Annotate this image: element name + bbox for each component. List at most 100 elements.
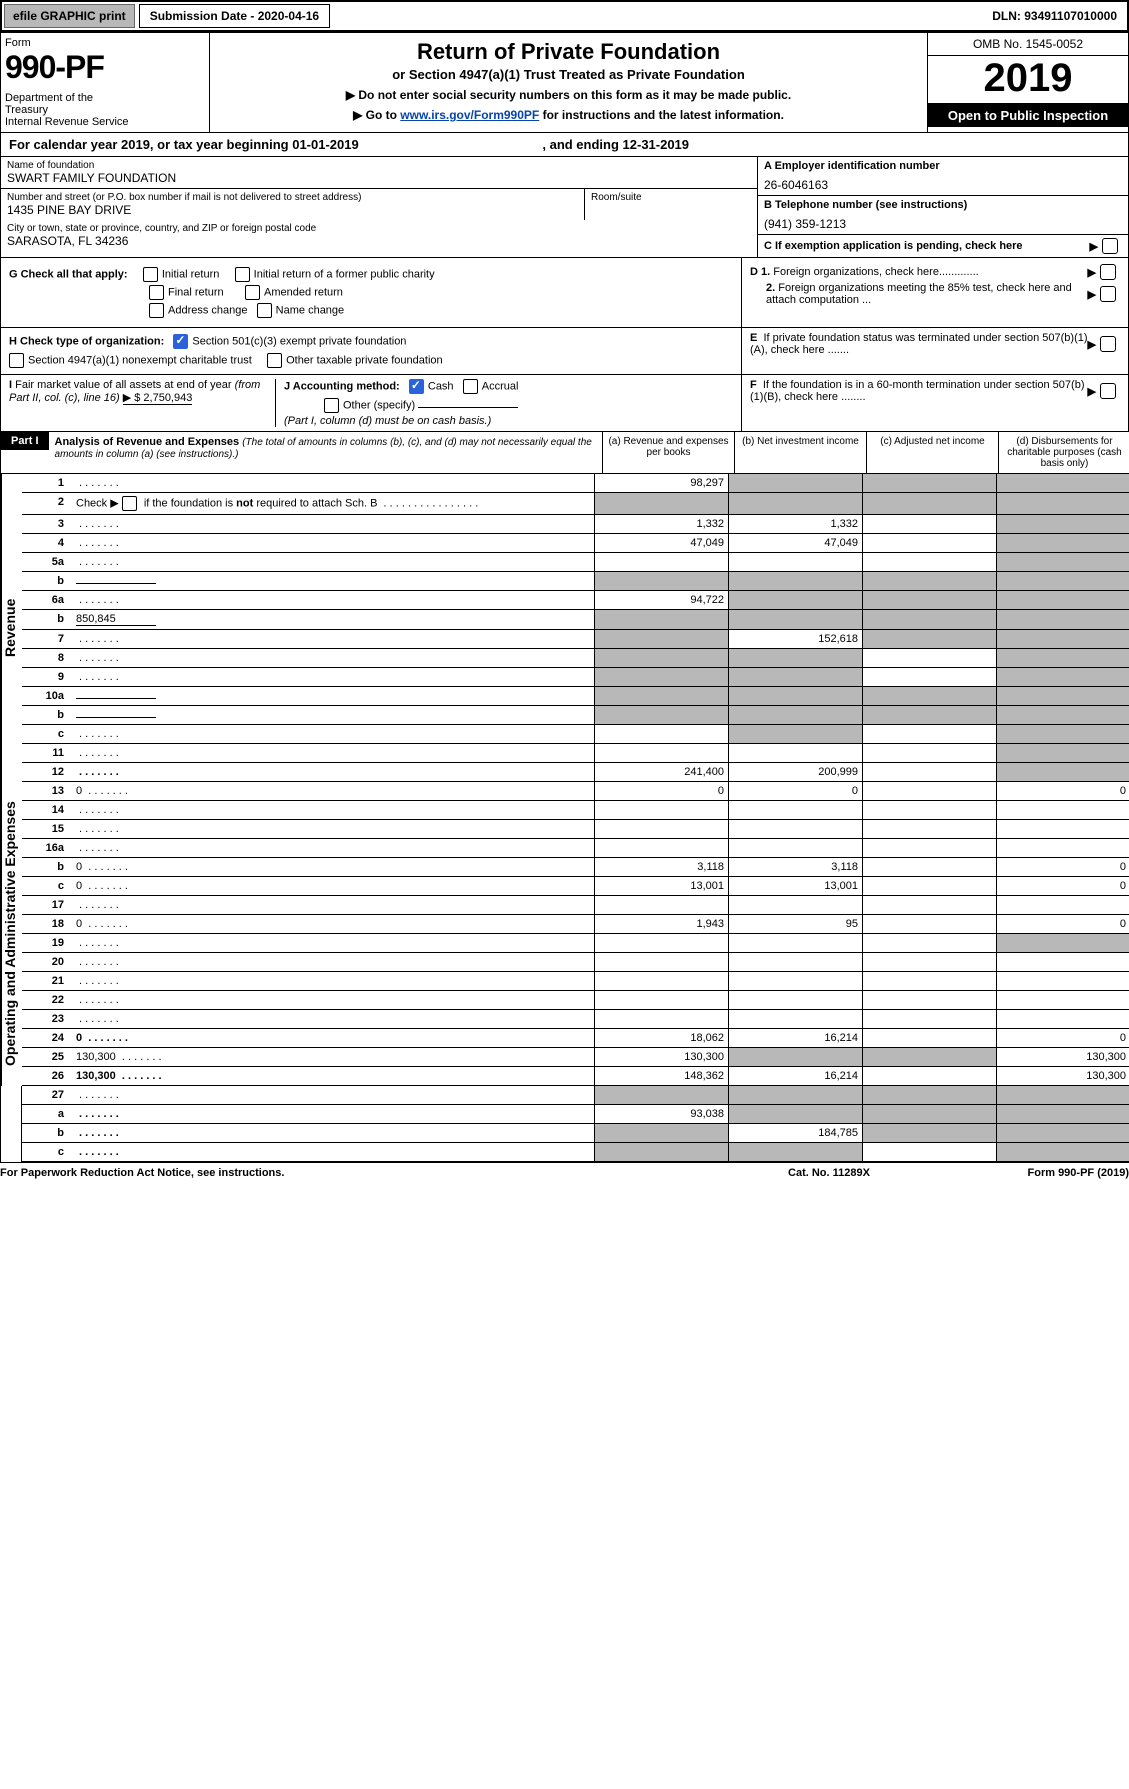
cell-a: 0: [595, 782, 729, 800]
final-return-checkbox[interactable]: [149, 285, 164, 300]
row-desc: 0 . . . . . . .: [70, 915, 595, 933]
cell-c: [863, 991, 997, 1009]
irs-link[interactable]: www.irs.gov/Form990PF: [400, 108, 539, 122]
form-subtitle: or Section 4947(a)(1) Trust Treated as P…: [216, 67, 921, 82]
cell-b: [729, 744, 863, 762]
sch-b-checkbox[interactable]: [122, 496, 137, 511]
cell-d: [997, 1143, 1129, 1161]
form-header: Form 990-PF Department of theTreasuryInt…: [0, 32, 1129, 133]
cell-b: 3,118: [729, 858, 863, 876]
cell-c: [863, 534, 997, 552]
other-method-checkbox[interactable]: [324, 398, 339, 413]
cell-b: [729, 801, 863, 819]
address-row: Number and street (or P.O. box number if…: [1, 189, 757, 220]
initial-public-label: Initial return of a former public charit…: [254, 268, 435, 280]
row-desc: 130,300 . . . . . . .: [70, 1067, 595, 1085]
row-desc: . . . . . . .: [70, 649, 595, 667]
row-desc: . . . . . . .: [70, 820, 595, 838]
60month-checkbox[interactable]: [1100, 383, 1116, 399]
table-row: 130 . . . . . . .000: [22, 782, 1129, 801]
arrow-icon: ▶: [1088, 266, 1096, 279]
h-section: H Check type of organization: Section 50…: [1, 328, 742, 374]
row-number: 26: [22, 1067, 70, 1085]
row-desc: . . . . . . .: [70, 991, 595, 1009]
cell-a: [595, 687, 729, 705]
row-desc: . . . . . . .: [70, 763, 595, 781]
ein-value: 26-6046163: [764, 178, 1122, 192]
open-inspection: Open to Public Inspection: [928, 104, 1128, 127]
row-desc: . . . . . . .: [70, 1143, 595, 1161]
cell-b: [729, 896, 863, 914]
row-desc: . . . . . . .: [70, 515, 595, 533]
revenue-section: Revenue 1 . . . . . . .98,2972Check ▶ if…: [1, 474, 1129, 782]
cell-b: 184,785: [729, 1124, 863, 1142]
cell-a: 13,001: [595, 877, 729, 895]
sec501-checkbox[interactable]: [173, 334, 188, 349]
initial-public-checkbox[interactable]: [235, 267, 250, 282]
foreign-org-checkbox[interactable]: [1100, 264, 1116, 280]
cell-d: [997, 553, 1129, 571]
omb-number: OMB No. 1545-0052: [928, 33, 1128, 56]
row-number: 22: [22, 991, 70, 1009]
terminated-checkbox[interactable]: [1100, 336, 1116, 352]
accrual-checkbox[interactable]: [463, 379, 478, 394]
cell-d: 0: [997, 877, 1129, 895]
city-state-zip: SARASOTA, FL 34236: [7, 234, 751, 248]
page-footer: For Paperwork Reduction Act Notice, see …: [0, 1163, 1129, 1183]
cell-b: 16,214: [729, 1029, 863, 1047]
part1-desc-header: Part I Analysis of Revenue and Expenses …: [1, 432, 603, 473]
calendar-year-row: For calendar year 2019, or tax year begi…: [0, 133, 1129, 157]
sec4947-checkbox[interactable]: [9, 353, 24, 368]
initial-return-checkbox[interactable]: [143, 267, 158, 282]
row-number: 11: [22, 744, 70, 762]
cell-c: [863, 1048, 997, 1066]
foundation-name: SWART FAMILY FOUNDATION: [7, 171, 751, 185]
foreign-85-checkbox[interactable]: [1100, 286, 1116, 302]
other-taxable-checkbox[interactable]: [267, 353, 282, 368]
table-row: 7 . . . . . . .152,618: [22, 630, 1129, 649]
cell-a: [595, 1086, 729, 1104]
table-row: 9 . . . . . . .: [22, 668, 1129, 687]
cell-a: 130,300: [595, 1048, 729, 1066]
table-row: c0 . . . . . . .13,00113,0010: [22, 877, 1129, 896]
part1-table: Part I Analysis of Revenue and Expenses …: [0, 432, 1129, 1163]
cell-b: [729, 991, 863, 1009]
warning-link: ▶ Go to www.irs.gov/Form990PF for instru…: [216, 108, 921, 122]
form-number: 990-PF: [5, 49, 205, 86]
cell-a: 148,362: [595, 1067, 729, 1085]
cell-c: [863, 972, 997, 990]
cell-b: [729, 668, 863, 686]
page-container: efile GRAPHIC print Submission Date - 20…: [0, 0, 1129, 1183]
table-row: 240 . . . . . . .18,06216,2140: [22, 1029, 1129, 1048]
street-cell: Number and street (or P.O. box number if…: [1, 189, 585, 220]
arrow-icon: ▶: [1090, 240, 1098, 253]
address-change-checkbox[interactable]: [149, 303, 164, 318]
e-section: E If private foundation status was termi…: [742, 328, 1128, 374]
amended-return-checkbox[interactable]: [245, 285, 260, 300]
row-number: 23: [22, 1010, 70, 1028]
ij-row: I Fair market value of all assets at end…: [0, 375, 1129, 432]
cell-b: [729, 474, 863, 492]
cell-c: [863, 934, 997, 952]
row-desc: 130,300 . . . . . . .: [70, 1048, 595, 1066]
cell-b: 13,001: [729, 877, 863, 895]
cell-b: [729, 725, 863, 743]
name-change-checkbox[interactable]: [257, 303, 272, 318]
row-number: 18: [22, 915, 70, 933]
row-number: 21: [22, 972, 70, 990]
efile-print-button[interactable]: efile GRAPHIC print: [4, 4, 135, 28]
table-row: 14 . . . . . . .: [22, 801, 1129, 820]
row-desc: . . . . . . .: [70, 668, 595, 686]
cell-a: 94,722: [595, 591, 729, 609]
cell-d: 0: [997, 782, 1129, 800]
cash-checkbox[interactable]: [409, 379, 424, 394]
row-desc: 0 . . . . . . .: [70, 877, 595, 895]
row-number: b: [22, 572, 70, 590]
cal-end: , and ending 12-31-2019: [542, 137, 689, 152]
table-row: b: [22, 706, 1129, 725]
cell-a: [595, 1124, 729, 1142]
cell-a: [595, 934, 729, 952]
exemption-checkbox[interactable]: [1102, 238, 1118, 254]
cell-b: [729, 572, 863, 590]
table-row: 17 . . . . . . .: [22, 896, 1129, 915]
